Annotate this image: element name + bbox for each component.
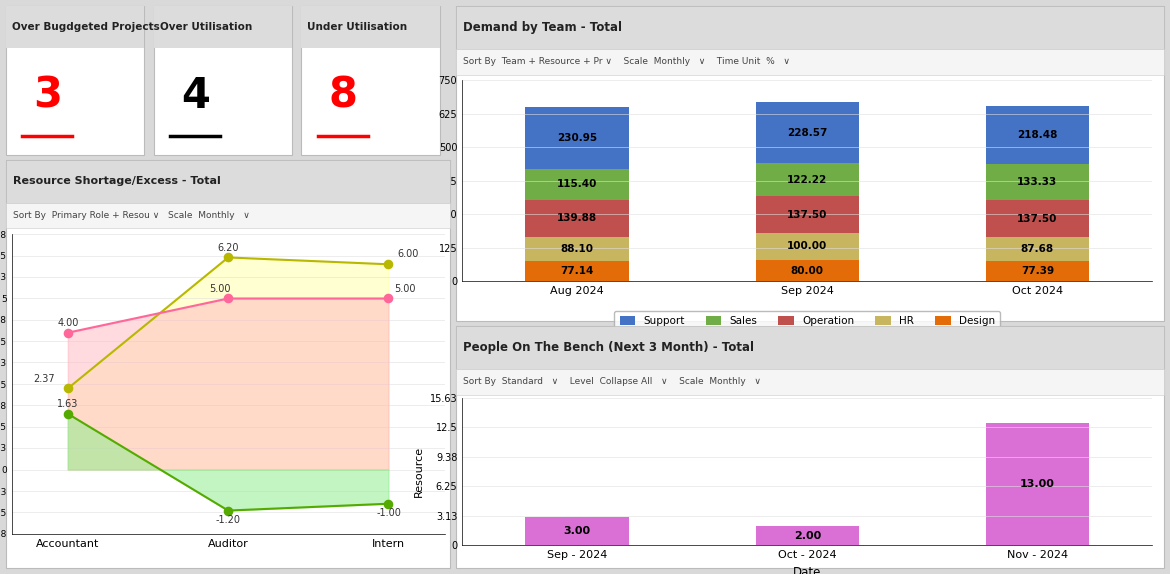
Bar xyxy=(525,107,629,169)
Text: 122.22: 122.22 xyxy=(787,175,827,185)
Bar xyxy=(756,233,859,260)
Text: 6.00: 6.00 xyxy=(397,250,419,259)
Text: 100.00: 100.00 xyxy=(787,242,827,251)
Bar xyxy=(756,102,859,164)
Bar xyxy=(985,165,1089,200)
Text: 88.10: 88.10 xyxy=(560,244,593,254)
X-axis label: Date: Date xyxy=(793,566,821,574)
Y-axis label: %: % xyxy=(424,176,433,186)
Text: Sort By  Primary Role + Resou ∨   Scale  Monthly   ∨: Sort By Primary Role + Resou ∨ Scale Mon… xyxy=(13,211,249,220)
Point xyxy=(379,259,398,269)
Point xyxy=(58,409,77,418)
Text: Under Utilisation: Under Utilisation xyxy=(308,22,407,32)
Text: 230.95: 230.95 xyxy=(557,133,597,143)
Bar xyxy=(525,517,629,545)
Text: Demand by Team - Total: Demand by Team - Total xyxy=(463,21,622,34)
Text: 137.50: 137.50 xyxy=(1017,214,1058,224)
Text: 5.00: 5.00 xyxy=(394,284,415,294)
Text: 77.14: 77.14 xyxy=(560,266,594,276)
Text: -1.00: -1.00 xyxy=(376,507,401,518)
Text: 228.57: 228.57 xyxy=(787,128,827,138)
Text: Over Bugdgeted Projects: Over Bugdgeted Projects xyxy=(12,22,159,32)
Text: 77.39: 77.39 xyxy=(1021,266,1054,276)
Bar xyxy=(525,261,629,281)
Text: 5.00: 5.00 xyxy=(209,284,230,294)
Bar xyxy=(525,200,629,237)
Text: 137.50: 137.50 xyxy=(787,210,827,220)
Text: People On The Bench (Next 3 Month) - Total: People On The Bench (Next 3 Month) - Tot… xyxy=(463,341,755,354)
Text: 4: 4 xyxy=(180,75,209,117)
Text: 4.00: 4.00 xyxy=(57,318,78,328)
Text: Over Utilisation: Over Utilisation xyxy=(159,22,252,32)
Bar xyxy=(985,237,1089,261)
Point xyxy=(219,506,238,515)
Bar xyxy=(985,261,1089,281)
Point xyxy=(58,384,77,393)
Text: Sort By  Standard   ∨    Level  Collapse All   ∨    Scale  Monthly   ∨: Sort By Standard ∨ Level Collapse All ∨ … xyxy=(463,378,762,386)
Text: 115.40: 115.40 xyxy=(557,179,598,189)
Bar xyxy=(985,106,1089,165)
Text: 3: 3 xyxy=(33,75,62,117)
Bar xyxy=(756,164,859,196)
Text: 133.33: 133.33 xyxy=(1017,177,1058,187)
Point xyxy=(58,328,77,338)
Text: 3.00: 3.00 xyxy=(564,526,591,536)
Bar xyxy=(756,196,859,233)
Point xyxy=(379,294,398,303)
Bar xyxy=(756,526,859,545)
Point xyxy=(379,499,398,509)
Text: 6.20: 6.20 xyxy=(218,243,239,253)
Bar xyxy=(985,200,1089,237)
Text: 87.68: 87.68 xyxy=(1021,244,1054,254)
Text: 8: 8 xyxy=(329,75,358,117)
Y-axis label: Resource: Resource xyxy=(414,446,424,497)
Bar xyxy=(985,422,1089,545)
Text: 218.48: 218.48 xyxy=(1017,130,1058,140)
Bar xyxy=(756,260,859,281)
Text: 80.00: 80.00 xyxy=(791,266,824,276)
Point xyxy=(219,294,238,303)
Text: Resource Shortage/Excess - Total: Resource Shortage/Excess - Total xyxy=(13,176,221,186)
Text: -1.20: -1.20 xyxy=(215,514,241,525)
Legend: Support, Sales, Operation, HR, Design: Support, Sales, Operation, HR, Design xyxy=(614,311,1000,331)
Text: 2.00: 2.00 xyxy=(793,531,821,541)
Text: 1.63: 1.63 xyxy=(57,399,78,409)
Text: Sort By  Team + Resource + Pr ∨    Scale  Monthly   ∨    Time Unit  %   ∨: Sort By Team + Resource + Pr ∨ Scale Mon… xyxy=(463,57,790,66)
Text: 139.88: 139.88 xyxy=(557,214,597,223)
Point xyxy=(219,253,238,262)
Text: 2.37: 2.37 xyxy=(33,374,55,383)
Text: 13.00: 13.00 xyxy=(1020,479,1055,489)
Bar xyxy=(525,169,629,200)
Bar xyxy=(525,237,629,261)
